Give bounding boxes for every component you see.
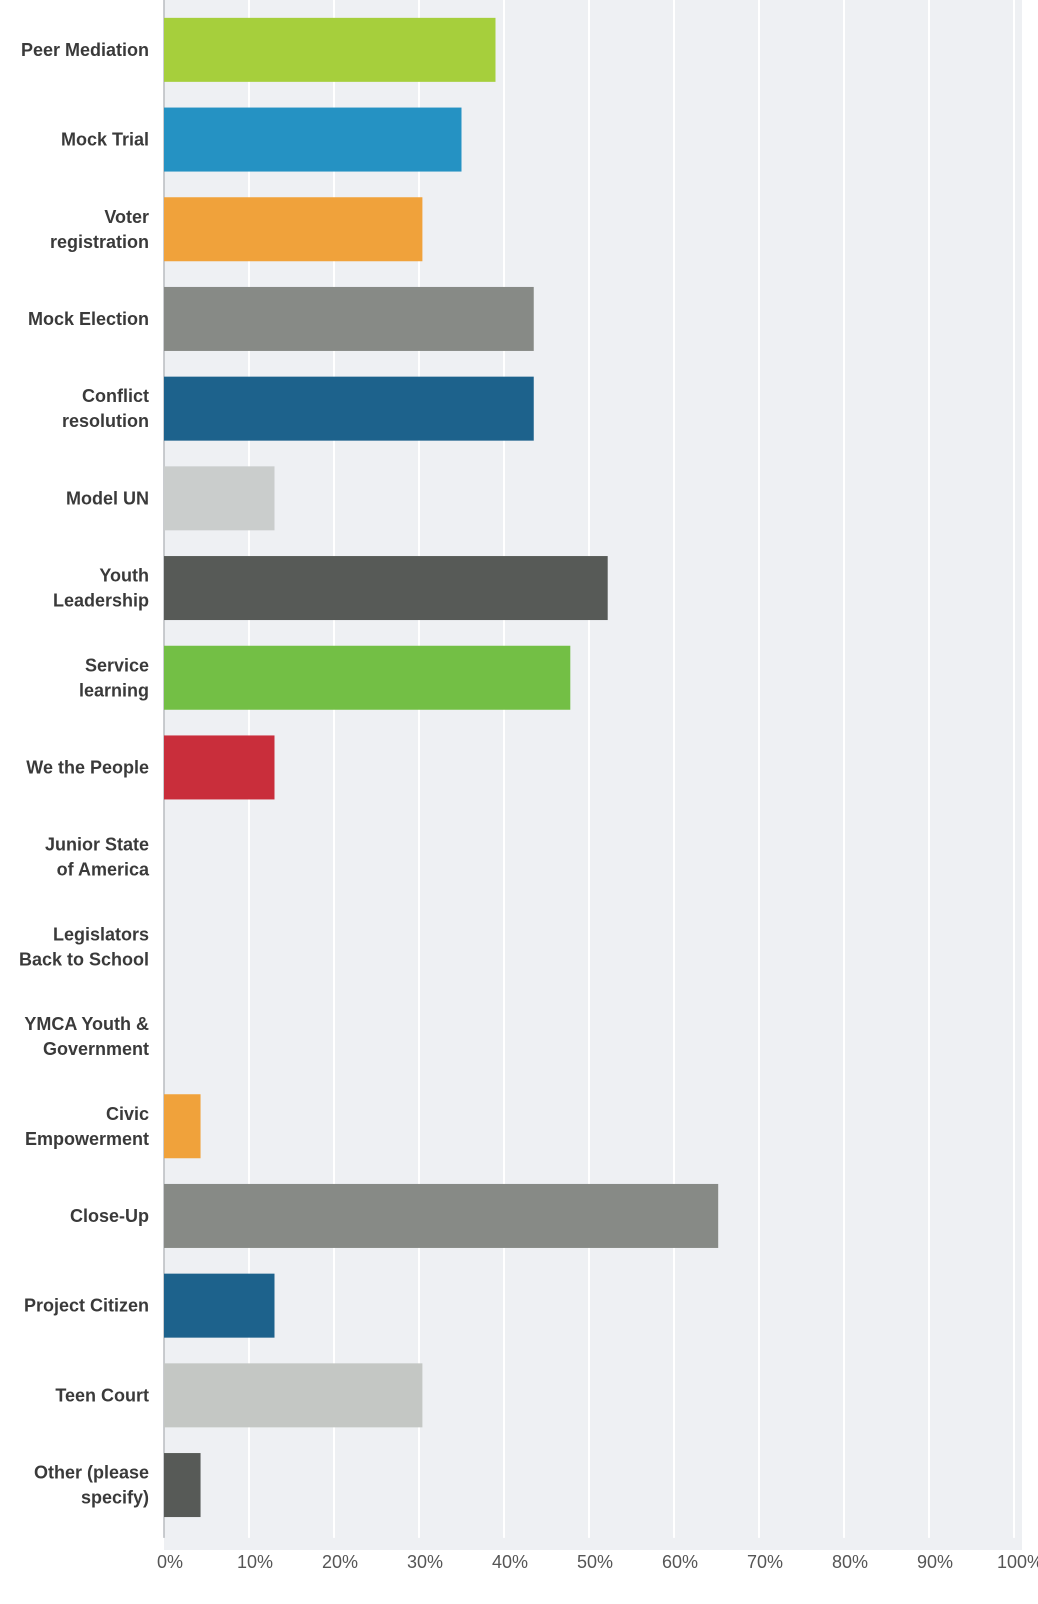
x-tick-label: 70% — [747, 1552, 783, 1572]
x-tick-label: 80% — [832, 1552, 868, 1572]
category-label: Model UN — [66, 488, 149, 508]
x-tick-label: 30% — [407, 1552, 443, 1572]
category-label-line: Leadership — [53, 591, 149, 611]
category-label-line: Civic — [106, 1104, 149, 1124]
category-label: Peer Mediation — [21, 40, 149, 60]
category-label: We the People — [26, 757, 149, 777]
category-label: Mock Trial — [61, 130, 149, 150]
category-label-line: Teen Court — [55, 1385, 149, 1405]
category-label-line: Model UN — [66, 488, 149, 508]
category-label-line: Youth — [99, 566, 149, 586]
x-tick-label: 60% — [662, 1552, 698, 1572]
x-tick-label: 90% — [917, 1552, 953, 1572]
bar — [164, 1094, 201, 1159]
category-label-line: Conflict — [82, 386, 149, 406]
category-label-line: YMCA Youth & — [24, 1014, 149, 1034]
bar — [164, 17, 496, 82]
category-label: Service learning — [79, 655, 149, 700]
category-label-line: Empowerment — [25, 1129, 149, 1149]
category-label-line: Service — [85, 655, 149, 675]
x-axis-tick-labels: 0% 10% 20% 30% 40% 50% 60% 70% 80% 90% 100% — [157, 1552, 1038, 1572]
category-label-line: We the People — [26, 757, 149, 777]
category-label-line: Legislators — [53, 924, 149, 944]
category-label-line: Back to School — [19, 949, 149, 969]
category-label: Project Citizen — [24, 1296, 149, 1316]
bars — [164, 17, 719, 1518]
category-label-line: of America — [57, 860, 150, 880]
x-tick-label: 20% — [322, 1552, 358, 1572]
category-label-line: Junior State — [45, 835, 149, 855]
category-label: Teen Court — [55, 1385, 149, 1405]
category-label: YMCA Youth & Government — [24, 1014, 149, 1059]
bar — [164, 376, 534, 441]
category-label: Legislators Back to School — [19, 924, 149, 969]
category-labels: Peer Mediation Mock Trial Voter registratio… — [19, 40, 150, 1508]
category-label: Youth Leadership — [53, 566, 149, 611]
x-tick-label: 40% — [492, 1552, 528, 1572]
bar — [164, 197, 423, 262]
category-label-line: Other (please — [34, 1463, 149, 1483]
bar — [164, 466, 275, 531]
bar — [164, 107, 462, 172]
category-label-line: Mock Election — [28, 309, 149, 329]
bar — [164, 645, 571, 710]
x-tick-label: 0% — [157, 1552, 183, 1572]
category-label-line: Peer Mediation — [21, 40, 149, 60]
category-label-line: registration — [50, 232, 149, 252]
category-label: Voter registration — [50, 207, 149, 252]
category-label: Mock Election — [28, 309, 149, 329]
bar — [164, 1273, 275, 1338]
bar — [164, 735, 275, 800]
category-label: Civic Empowerment — [25, 1104, 149, 1149]
x-tick-label: 100% — [997, 1552, 1038, 1572]
category-label-line: learning — [79, 680, 149, 700]
category-label-line: specify) — [81, 1488, 149, 1508]
category-label-line: Voter — [104, 207, 149, 227]
category-label: Other (please specify) — [34, 1463, 149, 1508]
category-label-line: Government — [43, 1039, 149, 1059]
category-label: Conflict resolution — [62, 386, 149, 431]
bar — [164, 1183, 719, 1248]
bar — [164, 286, 534, 351]
category-label-line: Mock Trial — [61, 130, 149, 150]
x-tick-label: 50% — [577, 1552, 613, 1572]
category-label: Close-Up — [70, 1206, 149, 1226]
bar — [164, 1453, 201, 1518]
category-label-line: Project Citizen — [24, 1296, 149, 1316]
bar — [164, 1363, 423, 1428]
category-label: Junior State of America — [45, 835, 150, 880]
category-label-line: Close-Up — [70, 1206, 149, 1226]
category-label-line: resolution — [62, 411, 149, 431]
bar — [164, 556, 608, 621]
x-tick-label: 10% — [237, 1552, 273, 1572]
